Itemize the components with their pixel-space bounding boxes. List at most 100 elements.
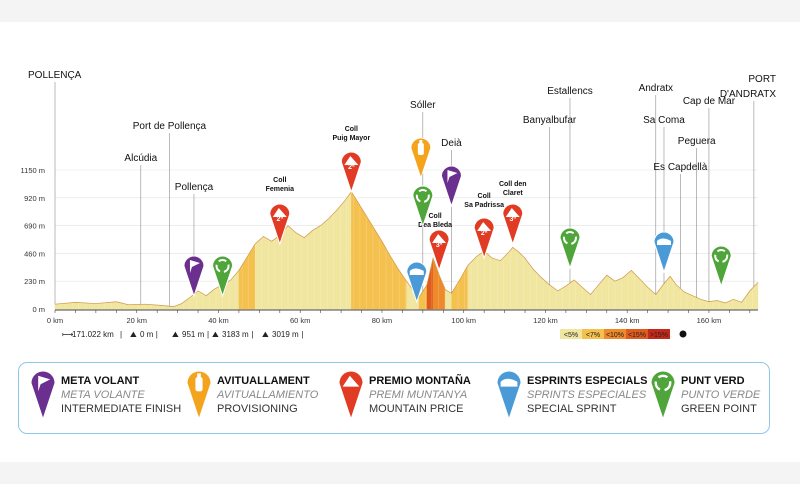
gradient-swatch [626,329,648,339]
pin-body [338,371,364,421]
place-label: Deià [441,138,462,149]
bottle-icon [417,143,424,155]
gradient-label: <15% [628,332,646,339]
shoe-pin-icon [496,371,522,421]
legend-label-en: GREEN POINT [681,403,757,415]
pass-label: Coll [478,193,491,200]
profile-segment [508,246,513,310]
gradient-swatch [582,329,604,339]
profile-segment [328,209,338,310]
legend-label-es: META VOLANTE [61,389,145,401]
place-label: Cap de Mar [683,96,736,107]
category-label: 3ª [510,216,517,223]
gradient-swatch [648,329,670,339]
stat-value: 3183 m [222,330,249,339]
stat-icon: ⛰ [212,330,219,339]
mountain-icon [272,208,287,217]
mountain-pin-icon [338,371,364,421]
pass-label: Coll den [499,181,527,188]
x-tick-label: 60 km [290,316,310,325]
legend-label-ca: AVITUALLAMENT [217,375,310,387]
profile-segment [451,279,460,310]
pass-label: Puig Mayor [332,135,370,142]
place-label: POLLENÇA [28,70,82,81]
stat-separator: | [156,330,158,339]
category-label: 2ª [277,216,284,223]
gradient-swatch [560,329,582,339]
legend-item-mountain: PREMIO MONTAÑA PREMI MUNTANYA MOUNTAIN P… [337,371,487,427]
profile-outline [54,191,759,307]
flag-icon [38,375,51,392]
profile-segment [351,191,358,310]
bottle-pin-icon [186,371,212,421]
profile-segment [573,279,583,310]
elevation-profile-chart: 0 m 230 m 460 m 690 m 920 m 1150 m 0 km 20 km 40… [21,70,776,339]
profile-segment [614,277,624,310]
legend-label-es: PREMI MUNTANYA [369,389,468,401]
legend-label-ca: PUNT VERD [681,375,745,387]
gradient-swatch [604,329,626,339]
profile-segment [541,277,550,310]
profile-segment [684,291,693,310]
stat-separator: | [302,330,304,339]
legend-label-en: SPECIAL SPRINT [527,403,617,415]
stat-icon: ⛰ [262,330,269,339]
flag-pin-icon [30,371,56,421]
pin-body [496,371,522,421]
profile-segment [483,250,493,310]
bottle-cap-icon [197,373,201,377]
profile-segment [295,232,305,310]
pass-label: Dea Bleda [418,222,452,229]
pin-body [502,203,524,246]
profile-segment [263,236,272,310]
mountain-icon [432,234,447,243]
pass-label: Femenia [266,186,295,193]
profile-segment [389,255,399,310]
profile-segment [320,217,330,310]
pass-label: Coll [345,126,358,133]
mountain-icon [342,375,360,387]
category-label: 3ª [436,242,443,249]
stage-stats: ⟼171.022 km | ⛰ 0 m | ⛰ 951 m | ⛰ 3183 m | ⛰ 3019 m | [62,330,304,339]
recycle-icon [714,249,729,263]
profile-segment [518,251,526,310]
legend-item-esprint: ESPRINTS ESPECIALS SPRINTS ESPECIALES SP… [495,371,647,427]
legend-label-en: MOUNTAIN PRICE [369,403,464,415]
x-tick-label: 20 km [127,316,147,325]
profile-segment [467,256,477,310]
profile-segment [271,234,280,310]
recycle-icon [415,189,430,203]
profile-segment [438,275,446,310]
profile-segment [549,284,558,310]
legend-item-avituallament: AVITUALLAMENT AVITUALLAMIENTO PROVISIONI… [185,371,335,427]
profile-segment [255,236,264,310]
profile-segment [590,284,599,310]
pin-body [183,255,205,298]
legend-label-en: INTERMEDIATE FINISH [61,403,182,415]
recycle-icon [562,231,577,245]
category-label: 2ª [481,230,488,237]
stat-value: 3019 m [272,330,299,339]
stat-value: 0 m [140,330,154,339]
pin-body [30,371,56,421]
marker-pins: 2ª 2ª 3ª 2ª 3ª [183,137,732,304]
x-tick-label: 0 km [47,316,63,325]
stat-separator: | [207,330,209,339]
place-label: Sóller [410,100,436,111]
legend-label-es: PUNTO VERDE [681,389,761,401]
profile-segment [312,225,321,310]
stat-value: 951 m [182,330,205,339]
profile-segment [373,227,383,310]
profile-segment [631,269,640,310]
pass-label: Coll [273,177,286,184]
profile-segment [475,250,485,310]
profile-segment [459,264,469,310]
profile-segment [565,279,575,310]
recycle-pin-icon [650,371,676,421]
gradient-label: <7% [586,332,600,339]
profile-segment [512,246,520,310]
profile-segment [287,225,297,310]
place-label: Estallencs [547,86,593,97]
stat-icon: ⛰ [130,330,137,339]
place-label: Banyalbufar [523,115,577,126]
